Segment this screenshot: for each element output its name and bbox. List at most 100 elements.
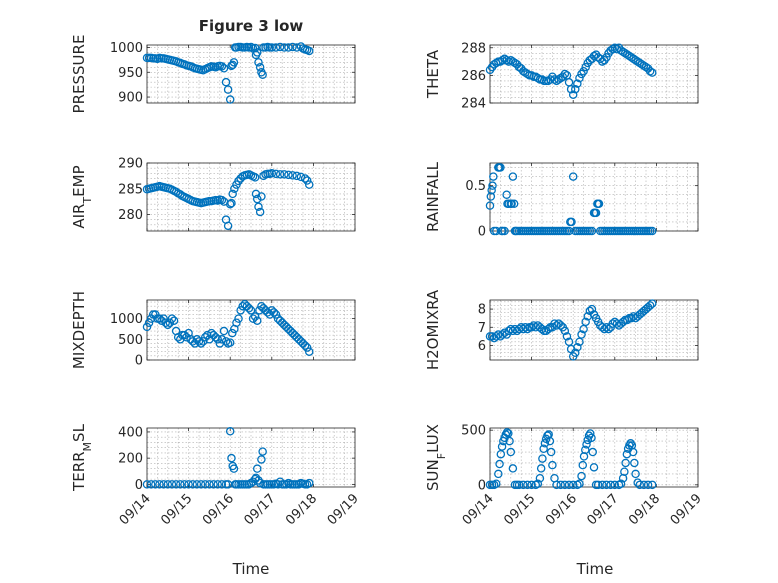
y-tick-label: 7 [478, 321, 486, 336]
data-point [616, 479, 626, 488]
data-point [643, 480, 653, 490]
axes-box [489, 162, 699, 232]
data-point [232, 318, 241, 328]
data-point [257, 455, 266, 464]
data-point [487, 185, 496, 195]
data-point [586, 429, 595, 438]
panel-theta: 284 286 288 THETA [424, 41, 699, 112]
x-axis-label-left: Time [232, 560, 270, 578]
data-point [223, 85, 233, 94]
data-point [176, 190, 185, 199]
y-tick-label: 1000 [110, 312, 143, 327]
data-point [606, 480, 615, 490]
y-axis-label-sun_flux: SUNFLUX [424, 424, 448, 491]
data-point [556, 480, 565, 490]
data-point [263, 308, 272, 317]
data-point [213, 335, 222, 344]
data-point [556, 321, 565, 330]
data-point [550, 75, 559, 84]
data-point [225, 95, 235, 104]
y-tick-label: 285 [118, 182, 143, 197]
data-point [621, 458, 630, 468]
data-point [548, 460, 557, 470]
data-point [155, 314, 164, 323]
data-point [502, 55, 511, 65]
data-point [304, 46, 314, 56]
data-point [647, 226, 657, 236]
data-point [647, 68, 657, 77]
data-point [604, 324, 613, 334]
data-point [251, 473, 261, 483]
data-point [502, 190, 511, 199]
x-tick-label: 09/18 [283, 491, 320, 528]
data-point [234, 314, 243, 323]
data-point [167, 314, 177, 323]
data-point [560, 480, 570, 490]
data-point [292, 171, 302, 181]
data-point [573, 79, 582, 88]
data-point [582, 440, 591, 449]
data-point [254, 58, 263, 67]
y-axis-label-terr_msl: TERRMSL [70, 423, 94, 492]
data-point [523, 324, 532, 334]
data-point [628, 447, 638, 457]
data-point [203, 330, 212, 340]
data-point [296, 172, 306, 182]
data-point [302, 176, 312, 185]
data-point [300, 341, 310, 350]
x-tick-label: 09/15 [158, 491, 195, 528]
data-point [610, 480, 620, 490]
axes-box [146, 299, 356, 361]
data-point [280, 43, 289, 52]
axes-box [489, 299, 699, 361]
data-point [562, 332, 572, 341]
data-point [246, 42, 256, 52]
data-point [192, 480, 202, 489]
data-point [645, 301, 655, 310]
data-point [176, 480, 185, 489]
data-point [581, 317, 590, 327]
data-point [497, 442, 507, 451]
data-point [591, 208, 601, 218]
data-point [568, 172, 578, 181]
data-point [623, 315, 632, 325]
data-point [577, 471, 586, 481]
data-point [645, 66, 655, 76]
data-point [577, 330, 586, 339]
data-point [589, 463, 599, 472]
data-point [165, 318, 175, 328]
data-point [171, 480, 181, 489]
y-axis-label-theta: THETA [424, 49, 442, 99]
x-tick-label: 09/17 [585, 491, 622, 528]
data-point [537, 75, 547, 84]
data-point [602, 53, 611, 62]
data-point [292, 332, 302, 342]
data-point [602, 323, 611, 332]
data-point [217, 335, 227, 344]
data-point [155, 480, 164, 489]
data-point [539, 444, 548, 454]
data-point [159, 480, 168, 489]
data-point [543, 324, 553, 334]
data-point [635, 480, 645, 490]
data-point [200, 332, 210, 342]
data-point [508, 464, 518, 473]
data-point [568, 480, 578, 490]
data-point [228, 328, 237, 338]
x-tick-label: 09/14 [460, 491, 497, 528]
data-point [560, 69, 570, 79]
data-point [504, 57, 513, 66]
data-point [252, 194, 262, 204]
data-point [254, 202, 263, 212]
data-point [142, 322, 152, 332]
data-point [540, 439, 550, 448]
data-point [294, 480, 304, 489]
y-tick-label: 0 [478, 478, 486, 493]
y-tick-label: 1000 [110, 41, 143, 56]
data-point [217, 195, 227, 205]
data-point [188, 337, 198, 346]
data-point [221, 337, 231, 346]
data-point [288, 42, 297, 52]
data-point [507, 199, 516, 209]
data-point [579, 66, 588, 76]
